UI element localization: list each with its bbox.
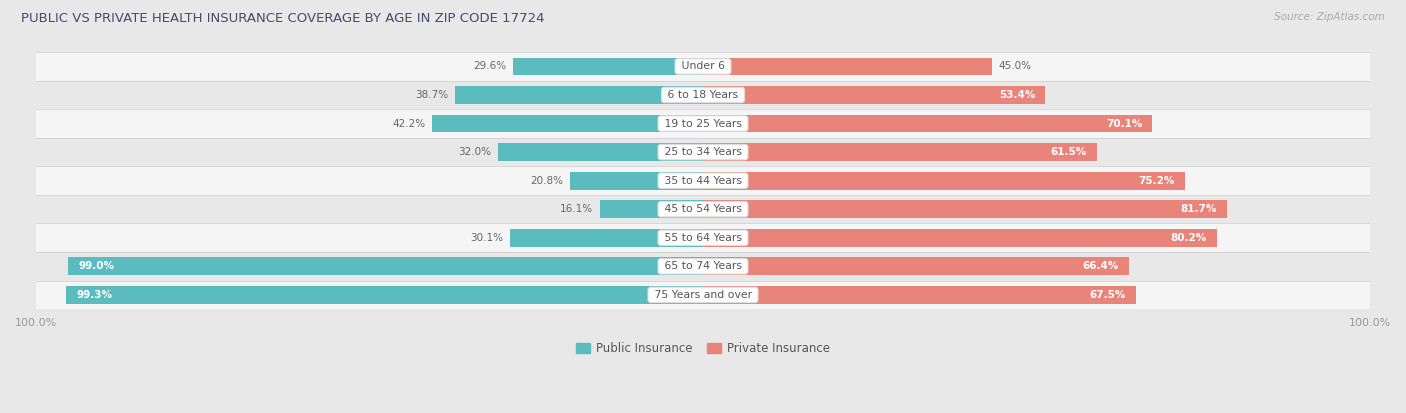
Text: 75 Years and over: 75 Years and over: [651, 290, 755, 300]
Bar: [703, 57, 991, 75]
Bar: [703, 143, 1097, 161]
Bar: [456, 86, 703, 104]
Bar: [37, 109, 1369, 138]
Bar: [510, 229, 703, 247]
Text: 19 to 25 Years: 19 to 25 Years: [661, 119, 745, 128]
Text: 32.0%: 32.0%: [458, 147, 491, 157]
Text: 16.1%: 16.1%: [560, 204, 593, 214]
Bar: [703, 229, 1218, 247]
Text: 66.4%: 66.4%: [1083, 261, 1119, 271]
Text: 67.5%: 67.5%: [1090, 290, 1126, 300]
Text: 30.1%: 30.1%: [471, 233, 503, 243]
Text: 45.0%: 45.0%: [998, 62, 1031, 71]
Text: 35 to 44 Years: 35 to 44 Years: [661, 176, 745, 186]
Bar: [37, 252, 1369, 280]
Bar: [433, 115, 703, 133]
Bar: [37, 138, 1369, 166]
Text: 29.6%: 29.6%: [474, 62, 506, 71]
Text: 65 to 74 Years: 65 to 74 Years: [661, 261, 745, 271]
Bar: [703, 172, 1185, 190]
Bar: [703, 200, 1227, 218]
Text: Under 6: Under 6: [678, 62, 728, 71]
Text: 42.2%: 42.2%: [392, 119, 426, 128]
Text: 53.4%: 53.4%: [998, 90, 1035, 100]
Bar: [37, 195, 1369, 223]
Bar: [703, 286, 1136, 304]
Bar: [703, 257, 1129, 275]
Bar: [37, 280, 1369, 309]
Text: 80.2%: 80.2%: [1171, 233, 1206, 243]
Text: 70.1%: 70.1%: [1107, 119, 1142, 128]
Bar: [37, 52, 1369, 81]
Text: Source: ZipAtlas.com: Source: ZipAtlas.com: [1274, 12, 1385, 22]
Bar: [703, 115, 1153, 133]
Bar: [37, 166, 1369, 195]
Text: 38.7%: 38.7%: [415, 90, 449, 100]
Bar: [66, 286, 703, 304]
Text: 25 to 34 Years: 25 to 34 Years: [661, 147, 745, 157]
Bar: [37, 81, 1369, 109]
Text: 99.3%: 99.3%: [76, 290, 112, 300]
Bar: [703, 86, 1046, 104]
Text: 75.2%: 75.2%: [1139, 176, 1175, 186]
Bar: [37, 223, 1369, 252]
Text: 55 to 64 Years: 55 to 64 Years: [661, 233, 745, 243]
Text: 45 to 54 Years: 45 to 54 Years: [661, 204, 745, 214]
Legend: Public Insurance, Private Insurance: Public Insurance, Private Insurance: [571, 337, 835, 360]
Bar: [498, 143, 703, 161]
Bar: [67, 257, 703, 275]
Text: PUBLIC VS PRIVATE HEALTH INSURANCE COVERAGE BY AGE IN ZIP CODE 17724: PUBLIC VS PRIVATE HEALTH INSURANCE COVER…: [21, 12, 544, 25]
Bar: [513, 57, 703, 75]
Text: 20.8%: 20.8%: [530, 176, 564, 186]
Text: 99.0%: 99.0%: [79, 261, 114, 271]
Text: 81.7%: 81.7%: [1180, 204, 1216, 214]
Text: 61.5%: 61.5%: [1050, 147, 1087, 157]
Bar: [569, 172, 703, 190]
Bar: [600, 200, 703, 218]
Text: 6 to 18 Years: 6 to 18 Years: [664, 90, 742, 100]
